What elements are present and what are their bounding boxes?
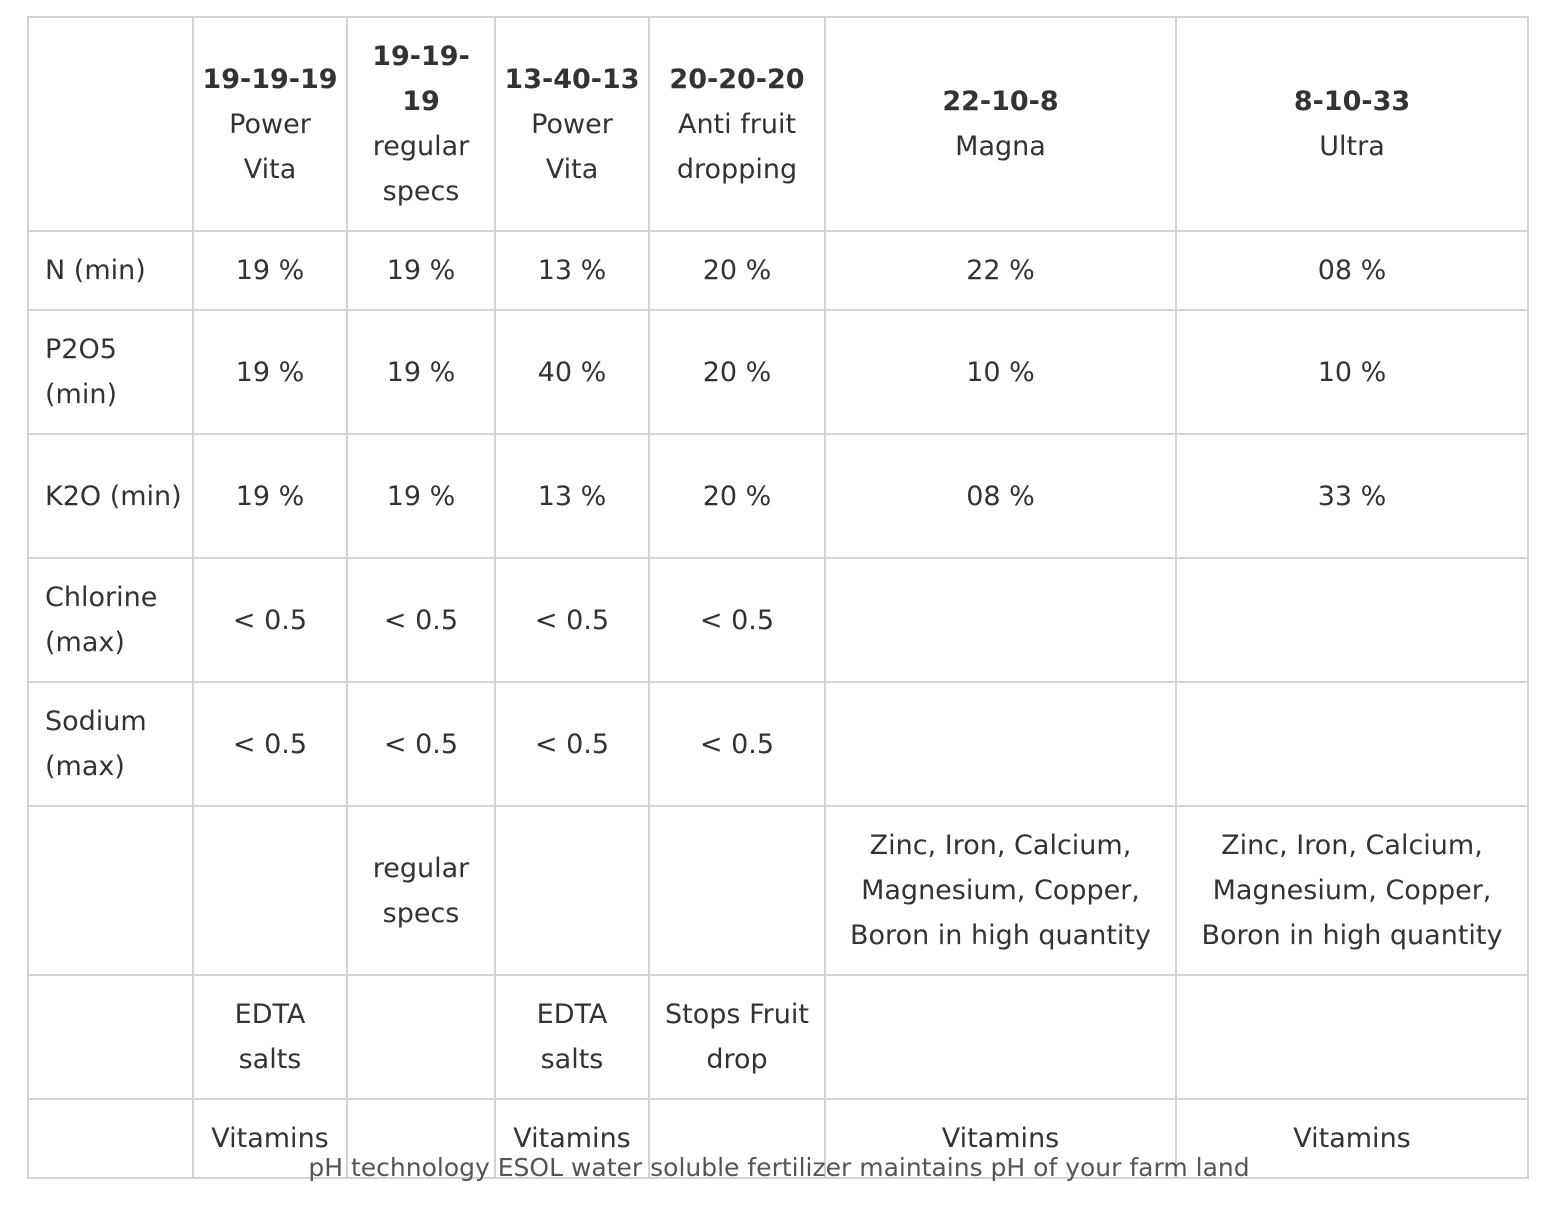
table-cell (824, 681, 1177, 807)
product-name: Magna (955, 131, 1046, 162)
product-grade: 8-10-33 (1293, 86, 1411, 117)
corner-cell (27, 16, 194, 232)
row-label: K2O (min) (27, 433, 194, 559)
table-cell (1175, 681, 1529, 807)
product-header: 22-10-8 Magna (824, 16, 1177, 232)
product-grade: 22-10-8 (942, 86, 1059, 117)
table-cell (1175, 557, 1529, 683)
table-cell (192, 805, 348, 976)
row-label: N (min) (27, 230, 194, 311)
table-cell (824, 974, 1177, 1100)
table-cell: 33 % (1175, 433, 1529, 559)
table-cell: Zinc, Iron, Calcium, Magnesium, Copper, … (824, 805, 1177, 976)
table-cell: regular specs (346, 805, 496, 976)
table-cell (648, 1098, 826, 1179)
row-label (27, 805, 194, 976)
table-cell: 19 % (346, 309, 496, 435)
product-name: Power Vita (531, 108, 613, 185)
table-row: Vitamins Vitamins Vitamins Vitamins (27, 1098, 1529, 1179)
product-header: 13-40-13 Power Vita (494, 16, 650, 232)
table-cell: < 0.5 (192, 557, 348, 683)
table-cell: 13 % (494, 433, 650, 559)
product-grade: 19-19-19 (202, 63, 338, 95)
row-label (27, 1098, 194, 1179)
product-header: 20-20-20 Anti fruit dropping (648, 16, 826, 232)
table-cell: 19 % (346, 230, 496, 311)
table-row: EDTA salts EDTA salts Stops Fruit drop (27, 974, 1529, 1100)
table-cell (346, 1098, 496, 1179)
table-cell: 13 % (494, 230, 650, 311)
product-name: Anti fruit dropping (676, 108, 798, 185)
row-label: P2O5 (min) (27, 309, 194, 435)
table-cell: 10 % (824, 309, 1177, 435)
table-cell: 08 % (824, 433, 1177, 559)
product-header: 19-19-19 regular specs (346, 16, 496, 232)
table-cell: 22 % (824, 230, 1177, 311)
row-label: Chlorine (max) (27, 557, 194, 683)
table-cell: 19 % (192, 433, 348, 559)
table-cell: < 0.5 (192, 681, 348, 807)
table-cell: 20 % (648, 309, 826, 435)
table-cell: < 0.5 (648, 557, 826, 683)
table-cell: < 0.5 (648, 681, 826, 807)
table-row: K2O (min) 19 % 19 % 13 % 20 % 08 % 33 % (27, 433, 1529, 559)
product-name: Ultra (1319, 131, 1385, 162)
table-caption: pH technology ESOL water soluble fertili… (308, 1153, 1250, 1182)
table-cell: 20 % (648, 230, 826, 311)
table-row: regular specs Zinc, Iron, Calcium, Magne… (27, 805, 1529, 976)
product-header: 8-10-33 Ultra (1175, 16, 1529, 232)
table-row: Chlorine (max) < 0.5 < 0.5 < 0.5 < 0.5 (27, 557, 1529, 683)
table-cell: < 0.5 (494, 681, 650, 807)
table-cell (494, 805, 650, 976)
table-cell (346, 974, 496, 1100)
table-cell: EDTA salts (192, 974, 348, 1100)
header-row: 19-19-19 Power Vita 19-19-19 regular specs… (27, 16, 1529, 232)
product-name: Power Vita (229, 108, 311, 185)
table-cell: Vitamins (1175, 1098, 1529, 1179)
table-row: P2O5 (min) 19 % 19 % 40 % 20 % 10 % 10 % (27, 309, 1529, 435)
product-grade: 20-20-20 (669, 63, 805, 95)
product-grade: 19-19-19 (372, 41, 470, 117)
table-cell: 08 % (1175, 230, 1529, 311)
table-cell (824, 557, 1177, 683)
table-cell: < 0.5 (346, 557, 496, 683)
table-cell: EDTA salts (494, 974, 650, 1100)
table-cell: 40 % (494, 309, 650, 435)
product-header: 19-19-19 Power Vita (192, 16, 348, 232)
product-name: regular specs (372, 131, 470, 207)
table-cell: Vitamins (494, 1098, 650, 1179)
fertilizer-spec-table: 19-19-19 Power Vita 19-19-19 regular specs… (27, 16, 1529, 1179)
table-cell: Vitamins (192, 1098, 348, 1179)
table-cell: 10 % (1175, 309, 1529, 435)
table-cell: 19 % (192, 230, 348, 311)
table-cell (1175, 974, 1529, 1100)
table-cell: < 0.5 (494, 557, 650, 683)
table-row: Sodium (max) < 0.5 < 0.5 < 0.5 < 0.5 (27, 681, 1529, 807)
table-cell (648, 805, 826, 976)
table-cell: 19 % (346, 433, 496, 559)
table-cell: Vitamins (824, 1098, 1177, 1179)
table-cell: 20 % (648, 433, 826, 559)
table-cell: Stops Fruit drop (648, 974, 826, 1100)
row-label: Sodium (max) (27, 681, 194, 807)
table-cell: 19 % (192, 309, 348, 435)
table-row: N (min) 19 % 19 % 13 % 20 % 22 % 08 % (27, 230, 1529, 311)
table-cell: < 0.5 (346, 681, 496, 807)
table-cell: Zinc, Iron, Calcium, Magnesium, Copper, … (1175, 805, 1529, 976)
product-grade: 13-40-13 (504, 63, 640, 95)
row-label (27, 974, 194, 1100)
